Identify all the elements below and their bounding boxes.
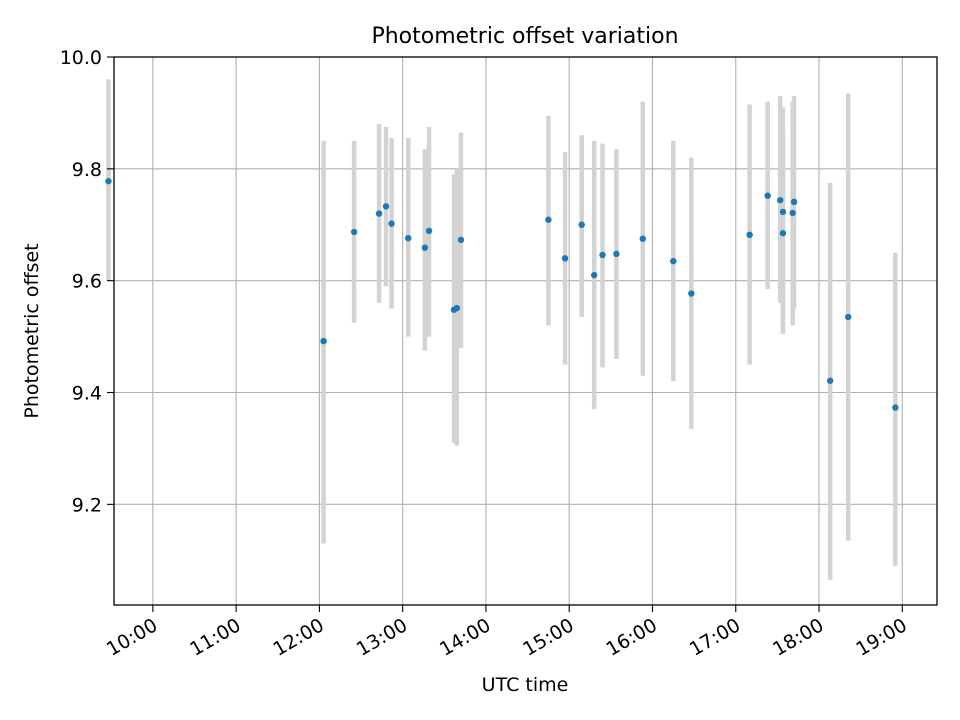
y-tick-label: 9.4 xyxy=(72,383,102,405)
data-point xyxy=(421,244,429,251)
data-point xyxy=(388,220,395,227)
data-point xyxy=(561,255,569,262)
data-point xyxy=(405,234,412,242)
data-point xyxy=(457,236,465,244)
x-axis-label: UTC time xyxy=(482,674,569,696)
data-point xyxy=(779,229,787,237)
y-tick-label: 10.0 xyxy=(60,47,102,69)
data-point xyxy=(590,271,598,279)
data-point xyxy=(578,221,585,228)
data-point xyxy=(639,235,646,242)
data-point xyxy=(844,313,852,321)
plot-frame xyxy=(113,56,938,606)
y-tick-label: 9.8 xyxy=(72,159,102,181)
data-point xyxy=(826,377,834,384)
data-point xyxy=(670,257,677,265)
data-point xyxy=(545,216,552,223)
data-point xyxy=(688,290,695,297)
data-point xyxy=(320,337,327,345)
data-point xyxy=(350,228,358,236)
y-axis: 9.2 9.4 9.6 9.8 10.0 xyxy=(60,47,114,516)
data-point xyxy=(599,251,606,259)
data-point xyxy=(779,208,787,216)
data-point xyxy=(375,210,383,217)
data-point xyxy=(613,250,620,258)
y-tick-label: 9.6 xyxy=(72,271,102,293)
data-point xyxy=(425,227,433,235)
data-point xyxy=(892,404,899,411)
data-point xyxy=(789,209,796,217)
data-points xyxy=(105,177,899,411)
data-point xyxy=(105,177,112,185)
data-point xyxy=(764,192,771,199)
y-tick-label: 9.2 xyxy=(72,494,102,516)
y-axis-label: Photometric offset xyxy=(21,243,43,418)
data-point xyxy=(776,196,784,204)
grid xyxy=(114,56,937,605)
data-point xyxy=(382,203,390,210)
data-point xyxy=(790,198,798,206)
data-point xyxy=(453,304,461,312)
data-point xyxy=(746,231,753,239)
chart-title: Photometric offset variation xyxy=(371,24,678,49)
